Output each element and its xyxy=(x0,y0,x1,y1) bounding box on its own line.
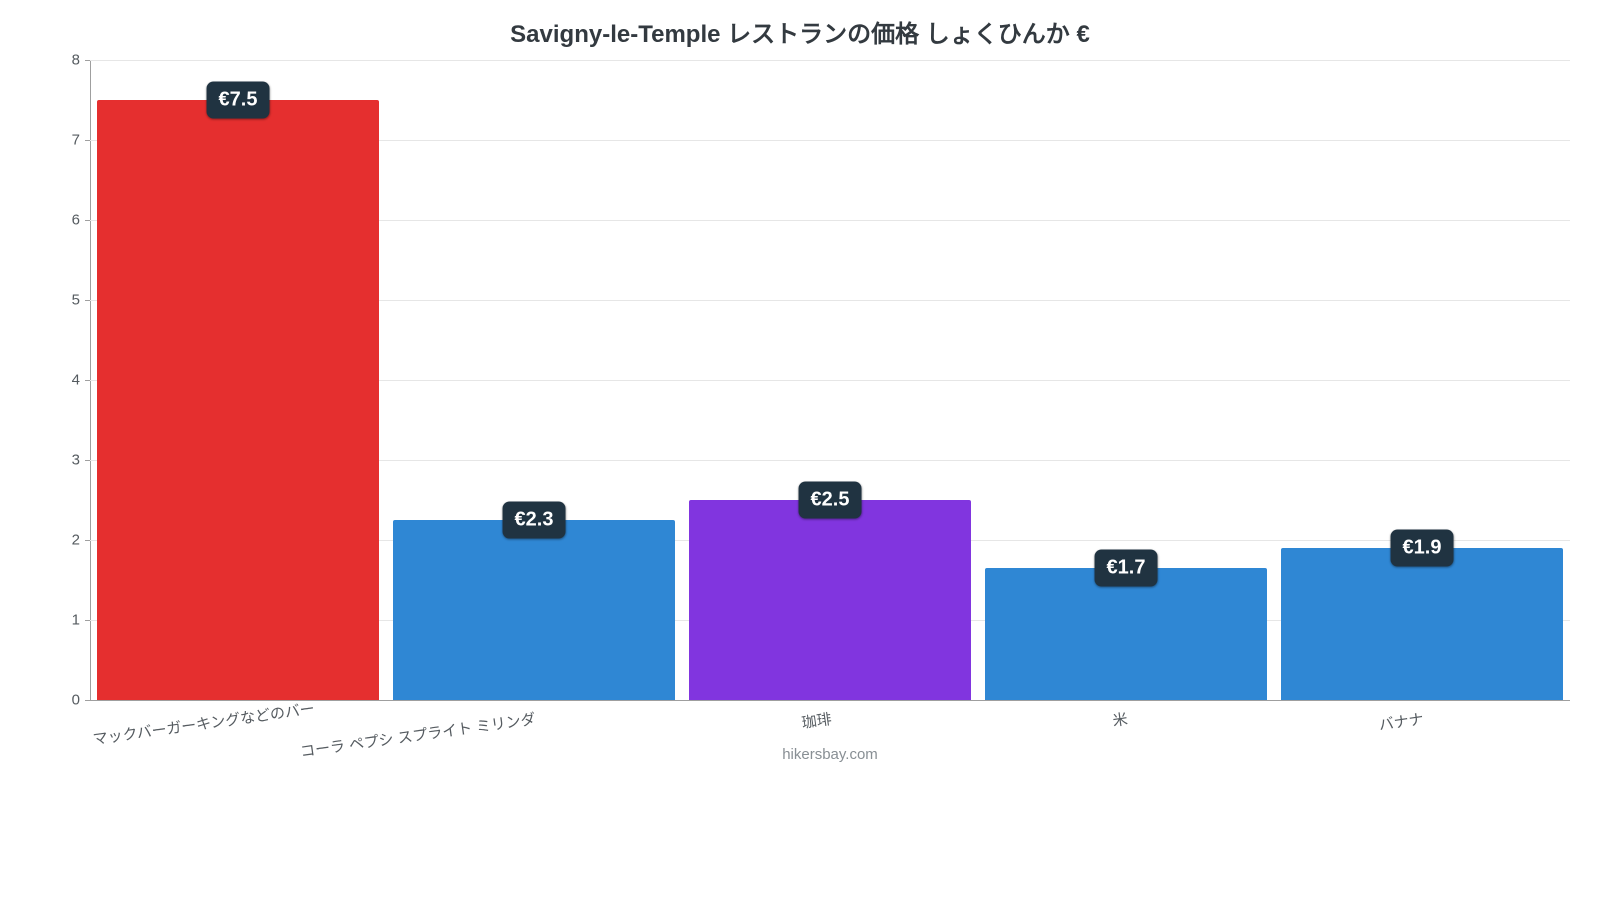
y-tick-label: 4 xyxy=(72,372,90,389)
bar xyxy=(985,568,1266,700)
value-badge: €1.7 xyxy=(1095,550,1158,587)
y-tick-label: 2 xyxy=(72,532,90,549)
bar xyxy=(689,500,970,700)
y-tick-label: 3 xyxy=(72,452,90,469)
value-badge: €7.5 xyxy=(207,82,270,119)
gridline xyxy=(90,60,1570,61)
y-tick-label: 8 xyxy=(72,52,90,69)
x-tick-label: バナナ xyxy=(103,708,1425,914)
y-tick-label: 0 xyxy=(72,692,90,709)
value-badge: €2.5 xyxy=(799,482,862,519)
y-tick-label: 6 xyxy=(72,212,90,229)
price-bar-chart: Savigny-le-Temple レストランの価格 しょくひんか € hike… xyxy=(0,0,1600,800)
y-tick-label: 1 xyxy=(72,612,90,629)
bar xyxy=(393,520,674,700)
bar xyxy=(97,100,378,700)
plot-area: hikersbay.com 012345678€7.5マックバーガーキングなどの… xyxy=(90,60,1570,700)
y-tick-label: 5 xyxy=(72,292,90,309)
x-tick-label: マックバーガーキングなどのバー xyxy=(91,708,240,749)
bar xyxy=(1281,548,1562,700)
value-badge: €2.3 xyxy=(503,502,566,539)
chart-title: Savigny-le-Temple レストランの価格 しょくひんか € xyxy=(0,14,1600,49)
value-badge: €1.9 xyxy=(1391,530,1454,567)
y-tick-label: 7 xyxy=(72,132,90,149)
